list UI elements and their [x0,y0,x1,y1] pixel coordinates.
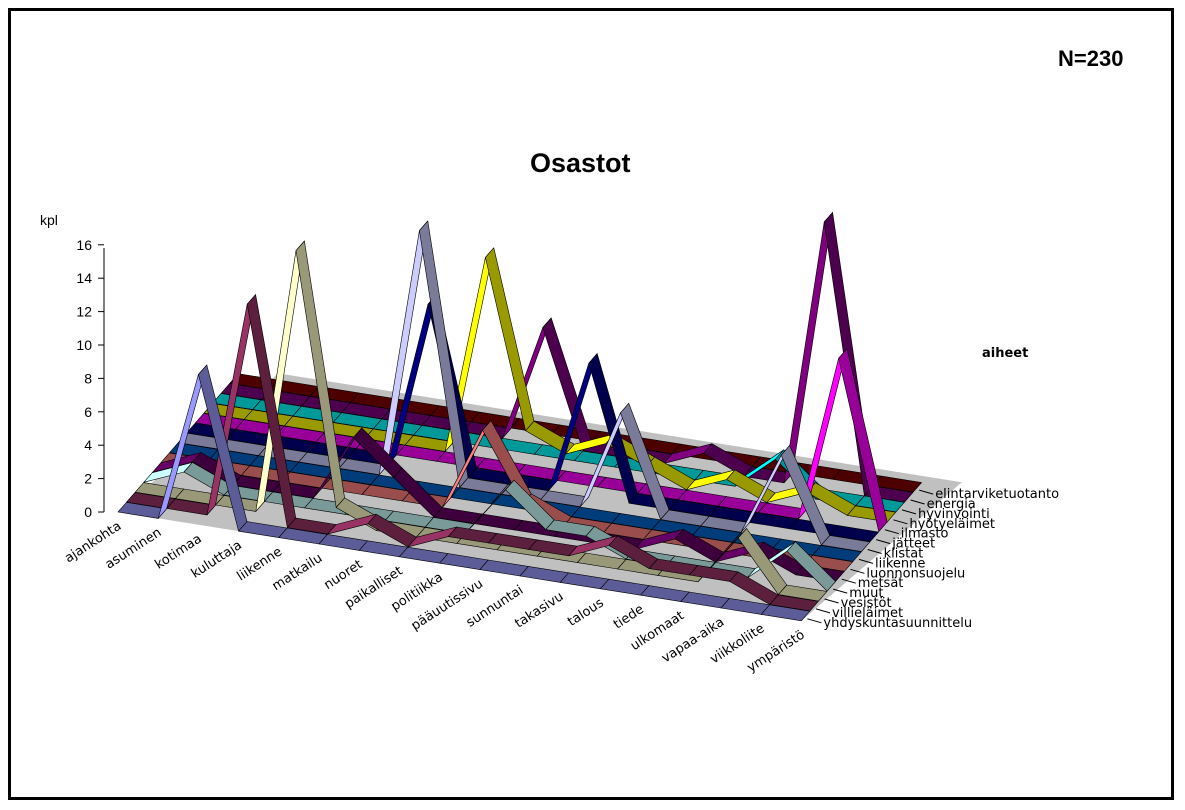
series-label: villieläimet [832,606,903,621]
series-label: liikenne [875,556,925,571]
series-label: elintarviketuotanto [935,487,1059,502]
category-label: tiede [611,602,647,633]
series-tick [824,598,839,604]
y-tick-label: 10 [76,337,92,353]
category-label: talous [565,595,607,629]
series-tick [910,499,925,505]
y-tick-label: 4 [84,437,92,453]
series-segment [872,475,922,493]
series-ribbon-luonnonsuojelu [160,420,854,572]
series-label: yhdyskuntasuunnittelu [823,616,972,631]
series-tick [833,588,848,594]
series-segment [786,541,836,592]
series-label: vesistöt [841,596,892,611]
series-label: energia [927,497,976,512]
y-tick-label: 12 [76,304,92,320]
series-tick [893,519,908,525]
series-segment [778,584,828,602]
series-tick [884,529,899,535]
sample-size-label: N=230 [1058,46,1124,71]
series-tick [815,608,831,614]
series-label: ilmasto [901,527,949,542]
series-label: kiistat [884,547,924,562]
series-tick [807,618,822,624]
series-segment [812,545,862,562]
series-segment [829,525,879,542]
series-tick [919,489,934,495]
series-segment [760,604,811,622]
series-tick [841,578,856,584]
series-segment [821,535,871,552]
y-tick-label: 0 [84,504,92,520]
series-segment [838,348,888,533]
series-label: jätteet [891,537,935,552]
series-label: muut [849,586,883,601]
y-tick-label: 2 [84,471,92,487]
legend-title: aiheet [982,346,1028,361]
series-ribbon-kiistat [177,220,871,552]
series-label: hyvinvointi [918,507,990,522]
series-tick [876,539,891,545]
chart-title: Osastot [530,148,631,178]
y-tick-label: 6 [84,404,92,420]
series-tick [858,558,874,564]
y-tick-label: 14 [76,270,92,286]
series-tick [850,568,865,574]
series-label: luonnonsuojelu [866,566,965,581]
y-tick-label: 16 [76,237,92,253]
series-tick [901,509,917,515]
series-segment [769,594,819,612]
chart-frame [8,8,1174,800]
series-tick [867,549,882,554]
series-ribbon-villieläimet [126,294,819,612]
series-ribbon-yhdyskuntasuunnittelu [117,364,811,622]
y-tick-label: 8 [84,370,92,386]
y-axis-label: kpl [40,212,58,228]
series-segment [485,247,535,432]
series-label: hyötyeläimet [909,517,995,532]
series-segment [783,212,833,484]
series-label: metsät [858,576,904,591]
